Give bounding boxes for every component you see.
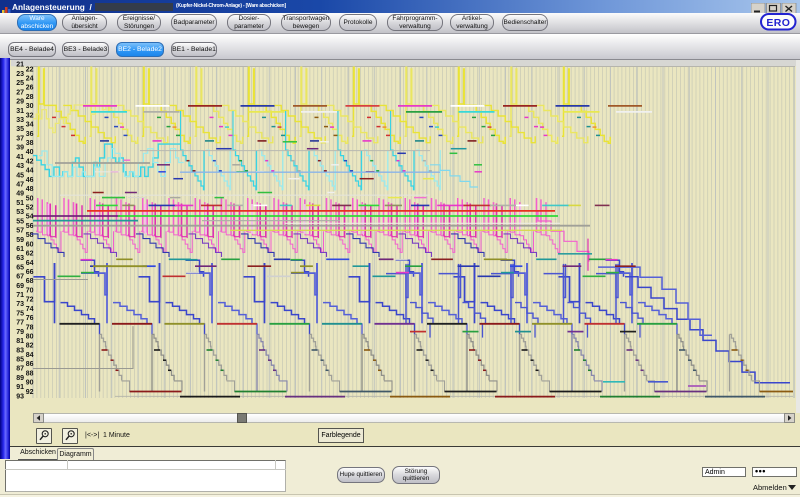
svg-text:27: 27	[16, 89, 24, 96]
svg-text:22: 22	[26, 66, 34, 73]
svg-text:79: 79	[16, 329, 24, 336]
svg-text:50: 50	[26, 195, 34, 202]
svg-text:53: 53	[16, 209, 24, 216]
svg-text:62: 62	[26, 251, 34, 258]
svg-text:54: 54	[26, 214, 34, 221]
svg-text:55: 55	[16, 218, 24, 225]
svg-text:78: 78	[26, 324, 34, 331]
svg-text:82: 82	[26, 343, 34, 350]
svg-text:43: 43	[16, 163, 24, 170]
svg-text:61: 61	[16, 246, 24, 253]
svg-text:36: 36	[26, 131, 34, 138]
svg-text:85: 85	[16, 357, 24, 364]
svg-text:89: 89	[16, 375, 24, 382]
svg-text:76: 76	[26, 315, 34, 322]
svg-text:90: 90	[26, 380, 34, 387]
svg-text:52: 52	[26, 205, 34, 212]
svg-text:73: 73	[16, 301, 24, 308]
svg-text:84: 84	[26, 352, 34, 359]
svg-text:42: 42	[26, 158, 34, 165]
svg-text:70: 70	[26, 287, 34, 294]
svg-text:34: 34	[26, 122, 34, 129]
svg-text:67: 67	[16, 274, 24, 281]
svg-text:25: 25	[16, 80, 24, 87]
svg-text:ERO: ERO	[766, 17, 790, 29]
svg-text:41: 41	[16, 154, 24, 161]
svg-text:49: 49	[16, 191, 24, 198]
svg-text:68: 68	[26, 278, 34, 285]
svg-text:48: 48	[26, 186, 34, 193]
svg-text:57: 57	[16, 228, 24, 235]
svg-text:63: 63	[16, 255, 24, 262]
svg-text:37: 37	[16, 135, 24, 142]
svg-text:45: 45	[16, 172, 24, 179]
svg-text:65: 65	[16, 264, 24, 271]
svg-text:56: 56	[26, 223, 34, 230]
svg-text:44: 44	[26, 168, 34, 175]
svg-text:23: 23	[16, 71, 24, 78]
svg-text:47: 47	[16, 182, 24, 189]
svg-text:75: 75	[16, 311, 24, 318]
svg-text:31: 31	[16, 108, 24, 115]
svg-text:28: 28	[26, 94, 34, 101]
svg-text:80: 80	[26, 334, 34, 341]
svg-text:58: 58	[26, 232, 34, 239]
svg-text:71: 71	[16, 292, 24, 299]
svg-text:39: 39	[16, 145, 24, 152]
svg-text:46: 46	[26, 177, 34, 184]
svg-text:59: 59	[16, 237, 24, 244]
svg-text:30: 30	[26, 103, 34, 110]
svg-text:92: 92	[26, 389, 34, 396]
svg-text:72: 72	[26, 297, 34, 304]
svg-text:60: 60	[26, 241, 34, 248]
svg-text:91: 91	[16, 384, 24, 391]
svg-text:51: 51	[16, 200, 24, 207]
svg-text:24: 24	[26, 76, 34, 83]
svg-text:88: 88	[26, 370, 34, 377]
svg-text:21: 21	[16, 62, 24, 69]
svg-text:74: 74	[26, 306, 34, 313]
svg-text:93: 93	[16, 393, 24, 400]
svg-text:33: 33	[16, 117, 24, 124]
svg-text:40: 40	[26, 149, 34, 156]
svg-text:66: 66	[26, 269, 34, 276]
svg-text:77: 77	[16, 320, 24, 327]
svg-text:26: 26	[26, 85, 34, 92]
svg-text:35: 35	[16, 126, 24, 133]
svg-text:87: 87	[16, 366, 24, 373]
svg-text:29: 29	[16, 99, 24, 106]
svg-text:81: 81	[16, 338, 24, 345]
svg-text:86: 86	[26, 361, 34, 368]
svg-text:64: 64	[26, 260, 34, 267]
svg-text:38: 38	[26, 140, 34, 147]
svg-text:83: 83	[16, 347, 24, 354]
svg-text:32: 32	[26, 112, 34, 119]
svg-text:69: 69	[16, 283, 24, 290]
